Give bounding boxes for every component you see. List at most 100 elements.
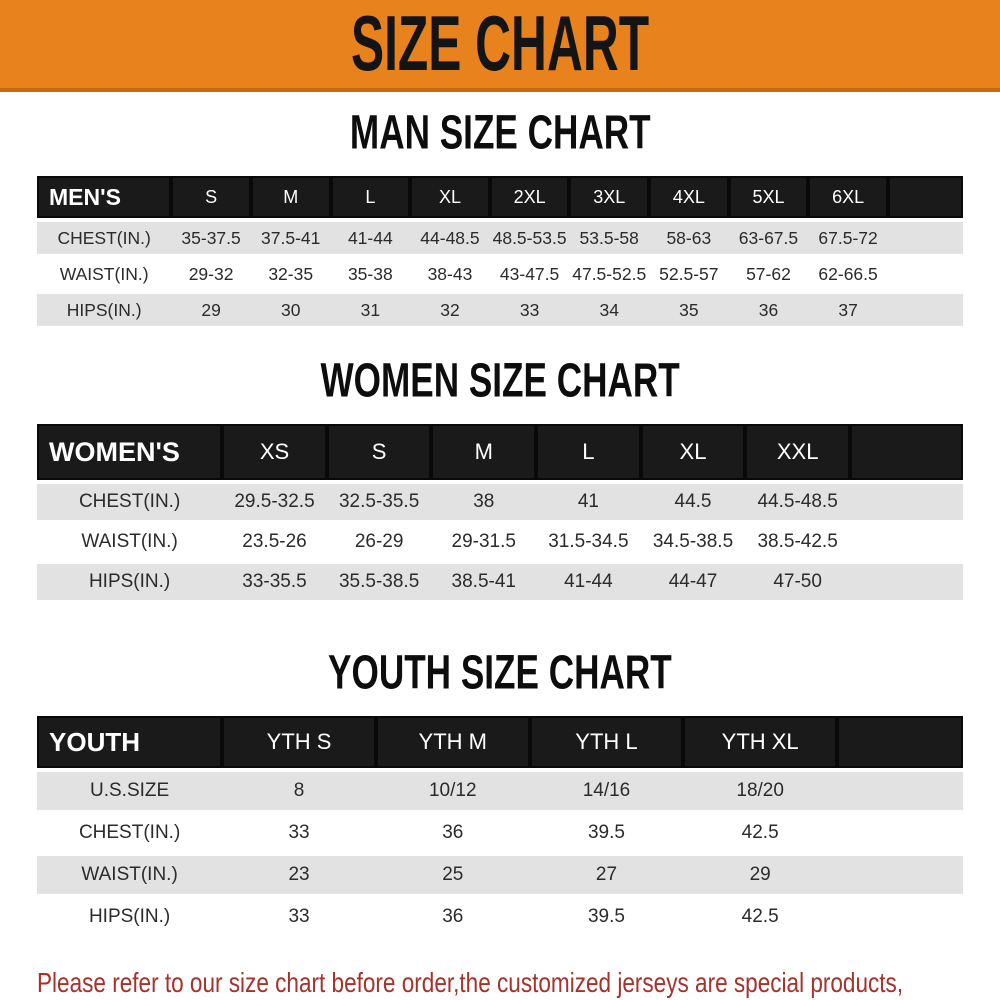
size-value: 23.5-26 (222, 524, 327, 560)
size-value: 39.5 (529, 814, 684, 852)
women-size-chart-heading-text: WOMEN SIZE CHART (320, 353, 680, 407)
youth-table-header-row: YOUTH YTH S YTH M YTH L YTH XL (37, 716, 963, 768)
size-value: 41-44 (536, 564, 641, 600)
men-size-table: MEN'S S M L XL 2XL 3XL 4XL 5XL 6XL CHEST… (37, 172, 963, 330)
row-spacer (837, 772, 963, 810)
size-value: 35 (649, 294, 729, 326)
size-value: 29.5-32.5 (222, 484, 327, 520)
women-column-header: XS (222, 424, 327, 480)
youth-waist-row: WAIST(IN.) 23 25 27 29 (37, 856, 963, 894)
size-value: 14/16 (529, 772, 684, 810)
women-column-header: S (326, 424, 432, 480)
men-table-label: MEN'S (37, 176, 172, 218)
men-column-header: 6XL (808, 176, 888, 218)
youth-column-header: YTH S (222, 716, 376, 768)
size-value: 35-38 (330, 258, 411, 290)
size-value: 38 (431, 484, 537, 520)
size-value: 36 (375, 898, 530, 936)
youth-chest-row: CHEST(IN.) 33 36 39.5 42.5 (37, 814, 963, 852)
men-column-header: S (171, 176, 251, 218)
row-label: WAIST(IN.) (37, 258, 172, 290)
men-hips-row: HIPS(IN.) 29 30 31 32 33 34 35 36 37 (37, 294, 963, 326)
youth-hips-row: HIPS(IN.) 33 36 39.5 42.5 (37, 898, 963, 936)
women-column-header: L (536, 424, 641, 480)
women-column-header: XL (640, 424, 746, 480)
men-chest-row: CHEST(IN.) 35-37.5 37.5-41 41-44 44-48.5… (37, 222, 963, 254)
row-spacer (849, 524, 963, 560)
size-value: 32 (410, 294, 490, 326)
row-spacer (837, 856, 963, 894)
men-table-header-row: MEN'S S M L XL 2XL 3XL 4XL 5XL 6XL (37, 176, 963, 218)
size-value: 44.5-48.5 (745, 484, 850, 520)
size-value: 38.5-42.5 (745, 524, 850, 560)
size-value: 23 (222, 856, 376, 894)
row-spacer (887, 222, 963, 254)
row-label: HIPS(IN.) (37, 564, 223, 600)
size-value: 30 (250, 294, 331, 326)
size-value: 32-35 (250, 258, 331, 290)
women-hips-row: HIPS(IN.) 33-35.5 35.5-38.5 38.5-41 41-4… (37, 564, 963, 600)
row-label: HIPS(IN.) (37, 898, 223, 936)
size-value: 31.5-34.5 (536, 524, 641, 560)
youth-size-chart-heading: YOUTH SIZE CHART (0, 646, 1000, 699)
size-value: 10/12 (375, 772, 530, 810)
size-value: 41 (536, 484, 641, 520)
row-label: CHEST(IN.) (37, 484, 223, 520)
women-column-header: XXL (745, 424, 850, 480)
women-column-header: M (431, 424, 537, 480)
size-value: 43-47.5 (489, 258, 570, 290)
row-label: WAIST(IN.) (37, 856, 223, 894)
youth-table-label: YOUTH (37, 716, 223, 768)
size-value: 42.5 (683, 814, 838, 852)
size-value: 38-43 (410, 258, 490, 290)
size-value: 31 (330, 294, 411, 326)
size-value: 29 (683, 856, 838, 894)
row-label: U.S.SIZE (37, 772, 223, 810)
youth-size-table: YOUTH YTH S YTH M YTH L YTH XL U.S.SIZE … (37, 712, 963, 940)
size-value: 67.5-72 (808, 222, 888, 254)
size-value: 33 (222, 814, 376, 852)
size-value: 33-35.5 (222, 564, 327, 600)
size-value: 52.5-57 (649, 258, 729, 290)
size-value: 35-37.5 (171, 222, 251, 254)
men-column-header: 4XL (649, 176, 729, 218)
youth-ussize-row: U.S.SIZE 8 10/12 14/16 18/20 (37, 772, 963, 810)
footer-note: Please refer to our size chart before or… (37, 966, 1000, 1000)
women-chest-row: CHEST(IN.) 29.5-32.5 32.5-35.5 38 41 44.… (37, 484, 963, 520)
men-column-header: 2XL (489, 176, 570, 218)
size-value: 34 (569, 294, 650, 326)
size-value: 44-47 (640, 564, 746, 600)
men-column-header: XL (410, 176, 490, 218)
size-value: 57-62 (728, 258, 809, 290)
size-value: 47-50 (745, 564, 850, 600)
women-table-header-row: WOMEN'S XS S M L XL XXL (37, 424, 963, 480)
youth-column-header: YTH M (375, 716, 530, 768)
size-value: 53.5-58 (569, 222, 650, 254)
row-spacer (849, 564, 963, 600)
size-value: 18/20 (683, 772, 838, 810)
size-value: 63-67.5 (728, 222, 809, 254)
men-column-header: 3XL (569, 176, 650, 218)
size-value: 58-63 (649, 222, 729, 254)
size-value: 26-29 (326, 524, 432, 560)
men-waist-row: WAIST(IN.) 29-32 32-35 35-38 38-43 43-47… (37, 258, 963, 290)
youth-column-header: YTH L (529, 716, 684, 768)
row-spacer (887, 294, 963, 326)
size-value: 41-44 (330, 222, 411, 254)
row-spacer (887, 258, 963, 290)
size-value: 35.5-38.5 (326, 564, 432, 600)
size-value: 42.5 (683, 898, 838, 936)
footer-note-line-1: Please refer to our size chart before or… (37, 967, 904, 998)
man-size-chart-heading: MAN SIZE CHART (0, 106, 1000, 159)
row-label: CHEST(IN.) (37, 222, 172, 254)
row-spacer (849, 484, 963, 520)
size-value: 33 (489, 294, 570, 326)
banner-title: SIZE CHART (350, 0, 650, 88)
man-size-chart-heading-text: MAN SIZE CHART (349, 105, 651, 159)
row-label: CHEST(IN.) (37, 814, 223, 852)
size-value: 33 (222, 898, 376, 936)
row-spacer (837, 814, 963, 852)
size-value: 44.5 (640, 484, 746, 520)
youth-column-header: YTH XL (683, 716, 838, 768)
size-value: 37.5-41 (250, 222, 331, 254)
